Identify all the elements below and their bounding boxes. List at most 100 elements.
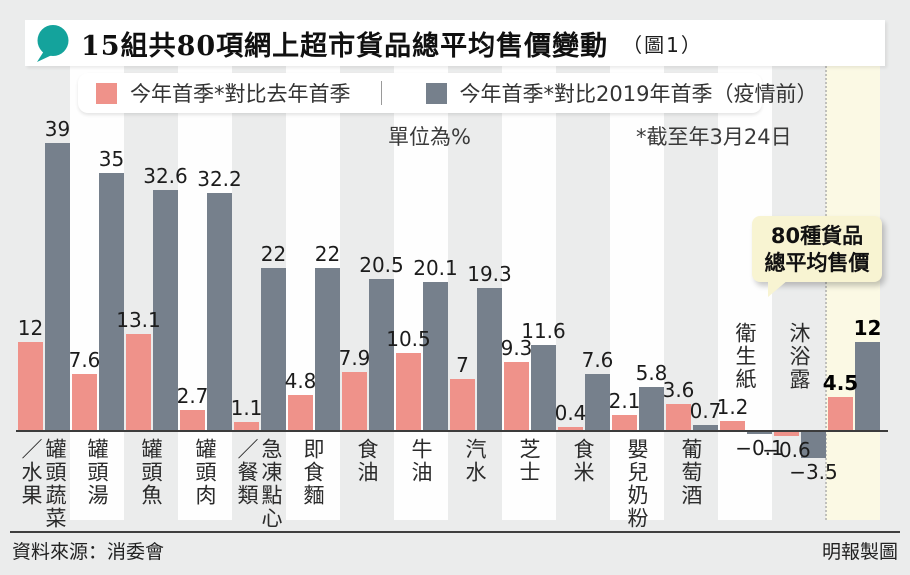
bar-current-vs-2019 bbox=[261, 268, 286, 430]
callout-line1: 80種貨品 bbox=[770, 224, 864, 248]
bar-value-label: 20.1 bbox=[413, 256, 458, 280]
bar-value-label: 0.7 bbox=[689, 399, 722, 423]
bar-current-vs-lastyear bbox=[504, 362, 529, 430]
bar-value-label: 13.1 bbox=[116, 308, 161, 332]
category-label: 罐頭蔬菜／水果 bbox=[16, 438, 70, 534]
column-stripe bbox=[718, 66, 772, 520]
bar-current-vs-lastyear bbox=[234, 422, 259, 430]
bar-value-label: 2.1 bbox=[608, 389, 641, 413]
bar-value-label: 22 bbox=[314, 242, 341, 266]
category-label: 罐頭湯 bbox=[70, 438, 124, 507]
legend-swatch-current-vs-2019 bbox=[425, 82, 447, 104]
x-axis-line bbox=[16, 430, 888, 432]
bar-current-vs-lastyear bbox=[72, 374, 97, 430]
bar-current-vs-lastyear bbox=[828, 397, 853, 430]
bar-value-label: 20.5 bbox=[359, 253, 404, 277]
category-label-text: 食油 bbox=[355, 438, 379, 484]
bar-value-label: 7.6 bbox=[581, 348, 614, 372]
bar-current-vs-lastyear bbox=[774, 432, 799, 436]
bar-value-label: 4.8 bbox=[284, 369, 317, 393]
category-label-text: 即食麵 bbox=[301, 438, 325, 507]
category-label: 汽水 bbox=[448, 438, 502, 484]
unit-note: 單位為% bbox=[388, 125, 471, 149]
title-band: 15組共80項網上超市貨品總平均售價變動 （圖1） bbox=[25, 20, 885, 66]
column-stripe bbox=[610, 66, 664, 520]
category-label: 即食麵 bbox=[286, 438, 340, 507]
category-label-text: 急凍點心／餐類 bbox=[235, 438, 283, 530]
figure-label: （圖1） bbox=[622, 32, 703, 57]
legend-label-current-vs-lastyear: 今年首季*對比去年首季 bbox=[130, 82, 351, 106]
bar-current-vs-lastyear bbox=[342, 372, 367, 430]
bar-value-label: −3.5 bbox=[789, 460, 838, 484]
bar-value-label: −0.1 bbox=[735, 436, 784, 460]
bar-current-vs-2019 bbox=[747, 432, 772, 434]
category-label: 食油 bbox=[340, 438, 394, 484]
bar-current-vs-lastyear bbox=[396, 353, 421, 430]
bar-value-label: 1.1 bbox=[230, 396, 263, 420]
bar-current-vs-lastyear bbox=[612, 415, 637, 430]
category-label-text: 罐頭湯 bbox=[85, 438, 109, 507]
bar-current-vs-2019 bbox=[423, 282, 448, 430]
category-label: 罐頭肉 bbox=[178, 438, 232, 507]
category-label-text: 食米 bbox=[571, 438, 595, 484]
bar-value-label: 0.4 bbox=[554, 401, 587, 425]
bar-current-vs-lastyear bbox=[180, 410, 205, 430]
bar-current-vs-2019 bbox=[801, 432, 826, 458]
column-stripe bbox=[502, 66, 556, 520]
bar-value-label: 3.6 bbox=[662, 378, 695, 402]
bar-current-vs-2019 bbox=[369, 279, 394, 430]
legend-swatch-current-vs-lastyear bbox=[96, 82, 117, 104]
bar-value-label: 32.2 bbox=[197, 167, 242, 191]
callout-line2: 總平均售價 bbox=[764, 251, 870, 275]
bar-value-label: 7 bbox=[456, 353, 469, 377]
bar-value-label: −0.6 bbox=[762, 438, 811, 462]
category-label-text: 牛油 bbox=[409, 438, 433, 484]
bar-current-vs-lastyear bbox=[450, 379, 475, 430]
bar-current-vs-lastyear bbox=[288, 395, 313, 430]
category-label: 罐頭魚 bbox=[124, 438, 178, 507]
highlight-column-stripe bbox=[826, 66, 880, 520]
bar-value-label: 39 bbox=[44, 117, 71, 141]
highlight-separator-dotted-line bbox=[825, 66, 827, 520]
source-credit: 資料來源：消委會 bbox=[12, 541, 165, 563]
category-label: 嬰兒奶粉 bbox=[610, 438, 664, 530]
bar-value-label: 1.2 bbox=[716, 395, 749, 419]
bar-value-label: 7.6 bbox=[68, 348, 101, 372]
category-label-text: 芝士 bbox=[517, 438, 541, 484]
category-label-text: 罐頭魚 bbox=[139, 438, 163, 507]
asof-footnote: *截至年3月24日 bbox=[636, 125, 792, 149]
bar-current-vs-lastyear bbox=[126, 334, 151, 430]
bar-current-vs-2019 bbox=[99, 173, 124, 430]
bar-value-label: 11.6 bbox=[521, 319, 566, 343]
bar-value-label: 12 bbox=[17, 316, 44, 340]
category-label-text: 嬰兒奶粉 bbox=[625, 438, 649, 530]
bar-current-vs-2019 bbox=[153, 190, 178, 430]
publisher-credit: 明報製圖 bbox=[821, 541, 898, 563]
bar-value-label: 19.3 bbox=[467, 262, 512, 286]
bar-current-vs-2019 bbox=[639, 387, 664, 430]
bar-current-vs-2019 bbox=[45, 143, 70, 430]
bar-value-label: 22 bbox=[260, 242, 287, 266]
category-label-text: 葡萄酒 bbox=[679, 438, 703, 507]
bar-value-label: 10.5 bbox=[386, 327, 431, 351]
callout-bubble: 80種貨品 總平均售價 bbox=[752, 216, 882, 297]
category-label: 葡萄酒 bbox=[664, 438, 718, 507]
bar-current-vs-2019 bbox=[585, 374, 610, 430]
bar-current-vs-lastyear bbox=[720, 421, 745, 430]
bar-current-vs-2019 bbox=[477, 288, 502, 430]
category-label-text: 汽水 bbox=[463, 438, 487, 484]
bar-current-vs-lastyear bbox=[18, 342, 43, 430]
legend-label-current-vs-2019: 今年首季*對比2019年首季（疫情前） bbox=[459, 82, 818, 106]
category-label-text: 沐浴露 bbox=[787, 322, 811, 391]
bar-value-label: 9.3 bbox=[500, 336, 533, 360]
speech-bubble-icon bbox=[33, 24, 71, 62]
bar-value-label: 4.5 bbox=[822, 371, 859, 395]
category-label: 芝士 bbox=[502, 438, 556, 484]
callout-tail bbox=[768, 280, 788, 297]
bar-current-vs-2019 bbox=[531, 345, 556, 430]
bar-current-vs-2019 bbox=[315, 268, 340, 430]
category-label: 衛生紙 bbox=[718, 322, 772, 391]
footer-divider bbox=[10, 531, 900, 533]
category-label-text: 罐頭肉 bbox=[193, 438, 217, 507]
